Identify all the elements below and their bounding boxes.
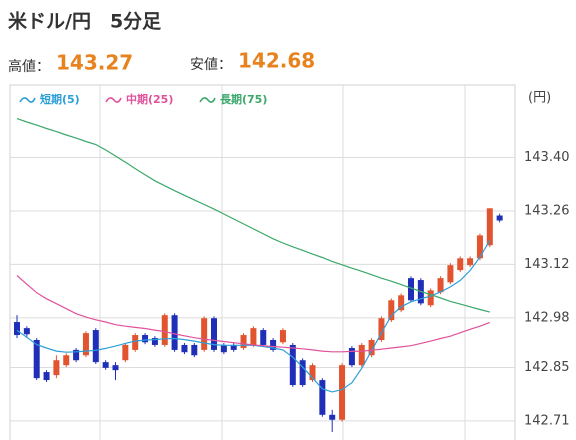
candle-body [496,215,503,221]
candle-body [260,330,267,345]
candle-body [191,344,198,356]
candle-body [378,318,385,340]
y-tick-label: 142.71 [524,413,570,428]
candle-body [408,278,414,301]
y-axis-unit: (円) [528,91,551,106]
candle-body [339,365,346,420]
candle-body [201,318,208,350]
y-tick-label: 142.98 [524,310,570,325]
legend-icon [19,97,36,103]
legend-label: 中期(25) [126,92,173,106]
y-tick-label: 143.26 [524,203,570,218]
candle-body [467,258,474,266]
y-tick-label: 143.12 [524,257,570,272]
candle-body [447,265,454,283]
candle-body [329,414,336,420]
candle-body [122,344,129,361]
chart-title: 米ドル/円 5分足 [8,10,162,33]
candle-body [220,344,227,353]
candle-body [73,349,80,361]
candle-body [457,258,464,271]
candle-body [102,362,109,368]
candle-body [437,278,444,293]
high-value: 143.27 [56,51,133,75]
candle-body [319,380,326,415]
candle-body [368,339,375,356]
ma-line [16,118,490,313]
low-label: 安値： [190,57,232,73]
candle-body [427,290,434,306]
low-value: 142.68 [238,49,315,73]
candle-body [309,365,316,381]
candle-body [43,372,50,381]
candle-body [250,328,257,345]
candle-body [23,328,30,335]
candle-body [270,339,277,350]
legend-label: 短期(5) [40,92,80,106]
candle-body [388,300,395,321]
candle-body [211,318,217,350]
candle-body [14,322,20,336]
legend-icon [199,97,216,103]
candle-body [142,335,149,343]
candle-body [151,338,158,345]
ma-line [16,240,491,393]
candle-body [92,330,99,363]
candle-body [348,348,355,366]
candle-body [161,315,168,345]
legend-label: 長期(75) [220,92,267,106]
candle-body [289,344,296,386]
candle-body [279,330,286,343]
candle-body [33,339,40,379]
candle-body [181,344,188,353]
candle-body [299,360,306,386]
candle-body [240,335,247,349]
candle-body [230,344,237,350]
candle-body [398,295,405,311]
candle-body [82,333,89,356]
candle-body [132,335,139,350]
plot-frame [9,84,516,440]
candle-body [53,360,60,376]
candle-body [112,365,119,371]
candle-body [476,235,483,259]
y-tick-label: 143.40 [524,150,570,165]
candle-body [486,208,493,246]
candle-body [63,355,70,366]
high-label: 高値： [8,58,50,75]
candle-body [358,344,365,366]
candle-body [171,315,178,350]
y-tick-label: 142.85 [524,360,570,375]
ma-line [16,275,491,353]
legend-icon [105,97,122,103]
